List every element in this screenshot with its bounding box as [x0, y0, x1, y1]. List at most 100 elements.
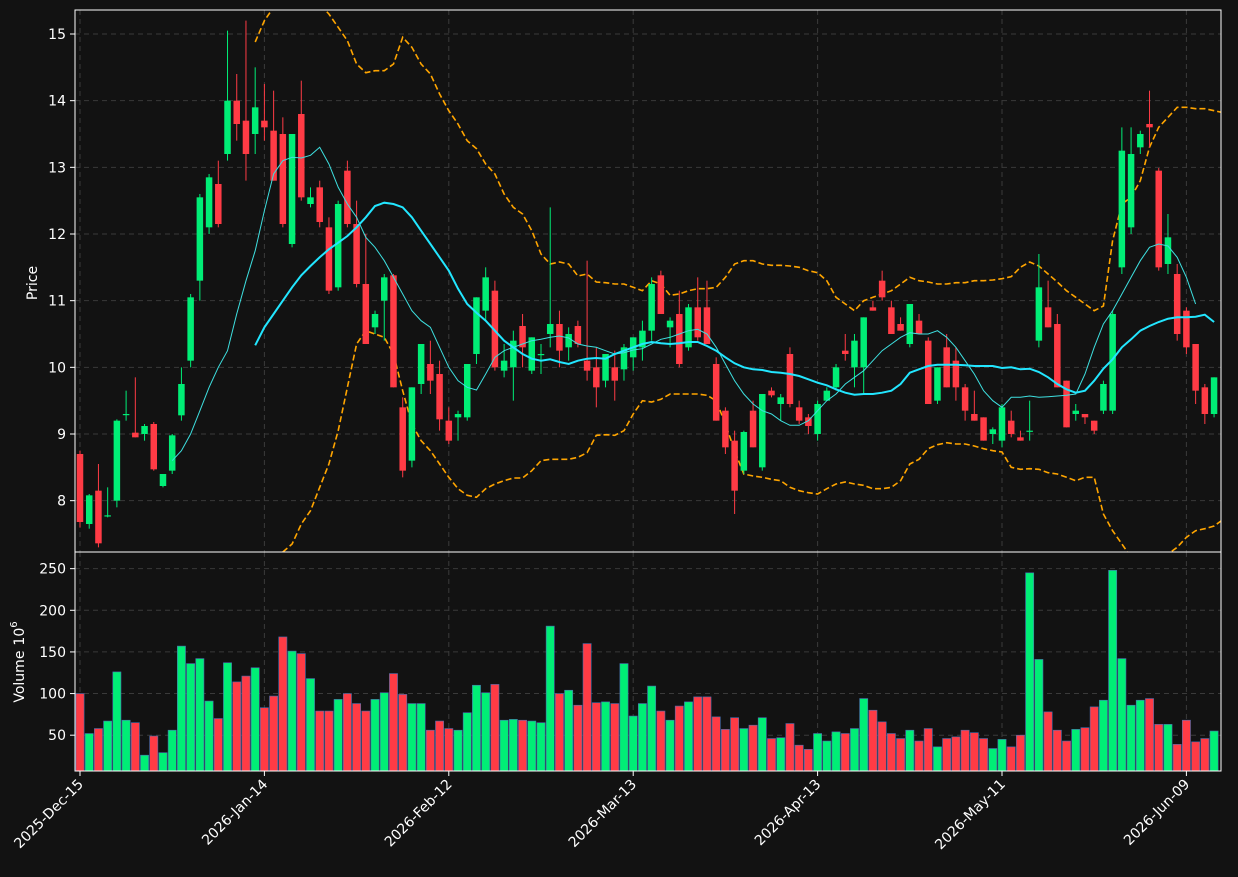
candle-body: [620, 347, 628, 370]
candle-body: [445, 420, 453, 441]
candle-body: [1210, 377, 1218, 414]
volume-bar: [933, 746, 942, 772]
candle-body: [786, 354, 794, 404]
candle-body: [482, 277, 489, 311]
candle-body: [473, 297, 480, 354]
candle-body: [1192, 344, 1199, 391]
volume-bar: [859, 698, 869, 772]
candle-body: [1137, 134, 1144, 148]
candle-body: [915, 320, 923, 334]
volume-bar: [1117, 658, 1127, 772]
volume-bar: [905, 729, 915, 772]
volume-bar: [149, 735, 159, 772]
volume-bar: [398, 694, 408, 772]
candlesticks: [76, 20, 1218, 548]
candle-body: [104, 515, 111, 517]
volume-bar: [776, 737, 786, 772]
volume-axis-label-exponent: 6: [9, 621, 20, 627]
candle-body: [122, 414, 130, 416]
volume-bar: [684, 701, 693, 772]
price-y-tick-label: 15: [48, 27, 66, 43]
volume-bar: [850, 728, 859, 772]
candle-body: [1044, 307, 1052, 328]
volume-bar: [518, 719, 527, 772]
candle-body: [141, 426, 148, 434]
volume-bar: [803, 749, 813, 772]
volume-bar: [1200, 738, 1210, 772]
volume-bar: [979, 738, 988, 772]
candle-body: [998, 407, 1006, 441]
candle-body: [270, 130, 277, 181]
price-y-tick-label: 12: [48, 227, 66, 243]
candle-body: [657, 275, 665, 314]
candle-body: [676, 314, 683, 364]
volume-bar: [508, 719, 518, 772]
volume-bar: [1209, 730, 1219, 772]
volume-bar: [1099, 699, 1108, 772]
volume-bar: [1006, 746, 1016, 772]
candle-body: [1063, 380, 1070, 428]
volume-bar: [1182, 719, 1191, 772]
candle-body: [759, 394, 766, 468]
volume-y-tick-label: 100: [39, 687, 66, 703]
candle-body: [316, 187, 323, 222]
candle-body: [1035, 287, 1043, 341]
price-y-tick-label: 10: [48, 360, 66, 376]
candle-body: [777, 397, 784, 404]
candle-body: [1173, 274, 1181, 334]
candle-body: [334, 204, 342, 288]
volume-bar: [647, 685, 657, 772]
candle-body: [712, 364, 720, 421]
candle-body: [943, 347, 950, 388]
candle-body: [924, 340, 932, 404]
volume-bar: [158, 752, 168, 772]
candle-body: [703, 307, 711, 344]
candle-body: [510, 340, 517, 368]
volume-bar: [767, 738, 776, 772]
candle-body: [537, 354, 545, 356]
candle-body: [593, 367, 600, 388]
panel-frames: [74, 9, 1222, 772]
candle-body: [1054, 324, 1061, 388]
candle-body: [1109, 314, 1116, 411]
volume-bar: [1172, 744, 1182, 772]
candle-body: [381, 277, 388, 301]
volume-bar: [342, 693, 352, 772]
volume-bar: [886, 733, 896, 772]
volume-bar: [352, 703, 361, 772]
candle-body: [132, 432, 139, 438]
volume-bar: [1145, 698, 1154, 772]
volume-bar: [186, 663, 196, 772]
volume-bar: [1135, 699, 1145, 772]
candle-body: [261, 120, 268, 128]
candle-body: [934, 367, 941, 401]
long-moving-average-line: [254, 201, 1215, 396]
candle-body: [233, 100, 240, 124]
candle-body: [205, 177, 213, 228]
volume-bar: [988, 748, 998, 772]
volume-bar: [1163, 724, 1173, 772]
volume-bar: [564, 689, 574, 772]
volume-panel-frame: [74, 551, 1222, 772]
candle-body: [417, 344, 425, 384]
candle-body: [436, 374, 443, 420]
candle-body: [842, 350, 849, 354]
volume-bar: [416, 703, 426, 772]
volume-axis-label-text: Volume: [12, 651, 28, 703]
price-y-tick-label: 9: [57, 427, 66, 443]
volume-bar: [269, 695, 279, 772]
volume-bar: [1080, 727, 1090, 772]
volume-bar: [877, 721, 887, 772]
volume-y-tick-label: 250: [39, 562, 66, 578]
volume-bar: [1016, 734, 1025, 772]
candle-body: [556, 324, 563, 351]
volume-bar: [296, 653, 306, 772]
volume-bar: [601, 701, 610, 772]
candle-body: [1026, 430, 1033, 432]
candle-body: [344, 170, 351, 224]
volume-bar: [555, 693, 564, 772]
volume-axis-label: Volume 106: [9, 621, 28, 702]
candle-body: [768, 390, 775, 396]
volume-bar: [94, 728, 103, 772]
